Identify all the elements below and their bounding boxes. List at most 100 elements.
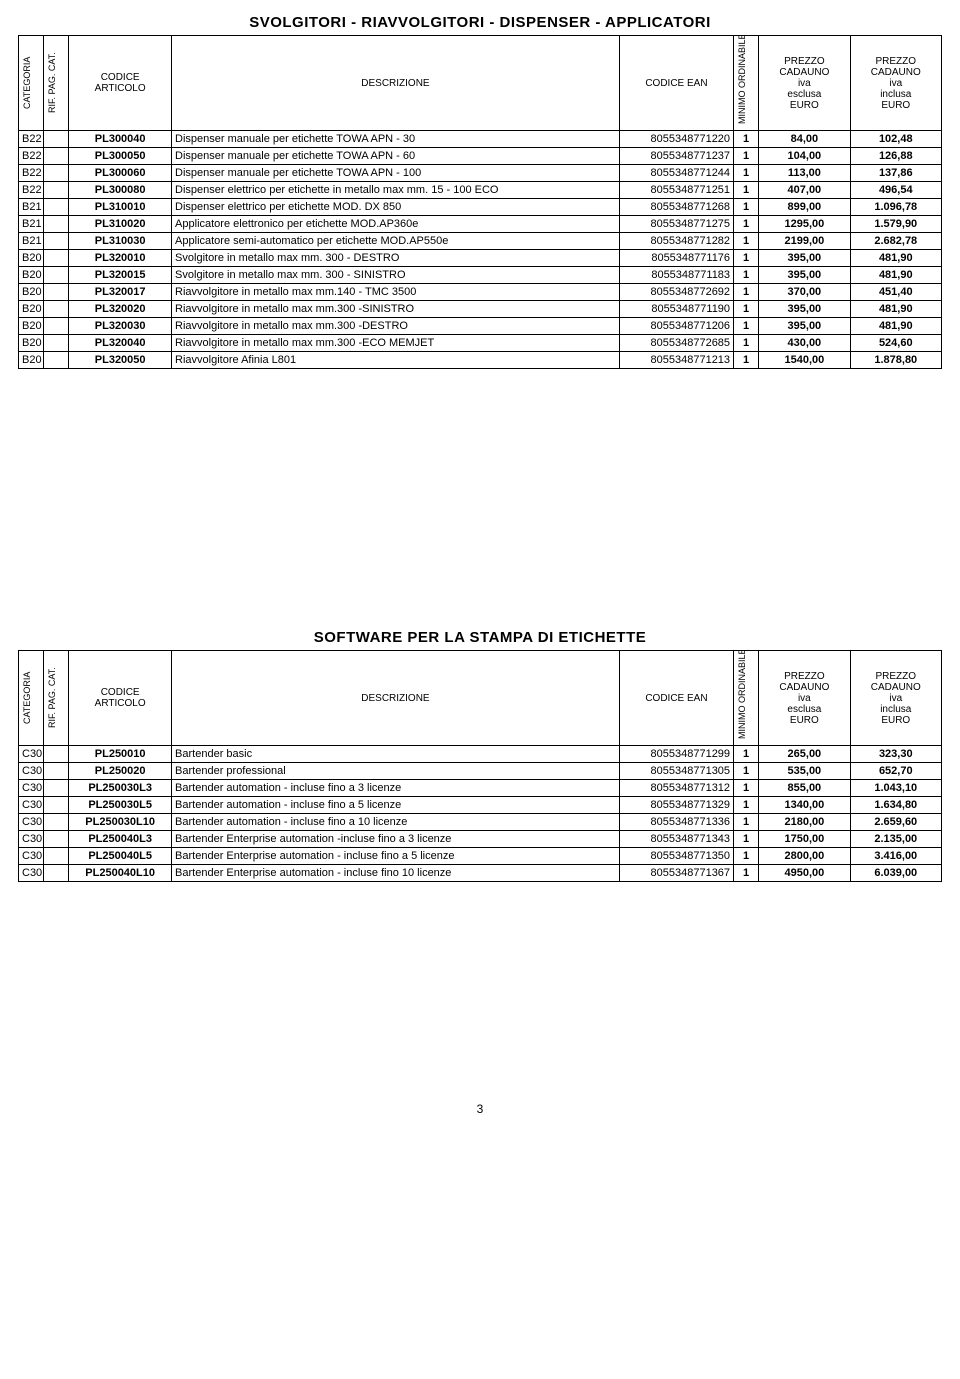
cell-prezzo-esclusa: 2800,00 [759,848,850,865]
cell-categoria: C30 [19,831,44,848]
cell-prezzo-esclusa: 84,00 [759,131,850,148]
table-row: B22PL300050Dispenser manuale per etichet… [19,148,942,165]
cell-categoria: B22 [19,182,44,199]
cell-categoria: C30 [19,865,44,882]
cell-prezzo-inclusa: 481,90 [850,318,941,335]
cell-codice-articolo: PL300060 [69,165,172,182]
cell-categoria: B21 [19,216,44,233]
cell-categoria: B22 [19,165,44,182]
cell-prezzo-inclusa: 2.659,60 [850,814,941,831]
cell-prezzo-inclusa: 524,60 [850,335,941,352]
cell-prezzo-esclusa: 265,00 [759,746,850,763]
table-row: C30PL250040L5Bartender Enterprise automa… [19,848,942,865]
cell-descrizione: Dispenser elettrico per etichette in met… [172,182,620,199]
cell-codice-ean: 8055348771367 [619,865,733,882]
cell-codice-ean: 8055348771213 [619,352,733,369]
cell-descrizione: Bartender automation - incluse fino a 3 … [172,780,620,797]
cell-descrizione: Dispenser manuale per etichette TOWA APN… [172,165,620,182]
cell-codice-articolo: PL320010 [69,250,172,267]
cell-prezzo-inclusa: 652,70 [850,763,941,780]
cell-codice-ean: 8055348771312 [619,780,733,797]
table-row: C30PL250030L10Bartender automation - inc… [19,814,942,831]
table-row: B20PL320020Riavvolgitore in metallo max … [19,301,942,318]
cell-rif [44,301,69,318]
cell-codice-articolo: PL320017 [69,284,172,301]
col-header-codice-articolo: CODICEARTICOLO [69,651,172,746]
cell-codice-articolo: PL250020 [69,763,172,780]
cell-prezzo-esclusa: 1540,00 [759,352,850,369]
cell-codice-articolo: PL250030L10 [69,814,172,831]
cell-rif [44,233,69,250]
cell-codice-articolo: PL250010 [69,746,172,763]
cell-rif [44,831,69,848]
cell-minimo: 1 [734,746,759,763]
cell-minimo: 1 [734,763,759,780]
cell-codice-articolo: PL300050 [69,148,172,165]
cell-prezzo-esclusa: 407,00 [759,182,850,199]
cell-minimo: 1 [734,216,759,233]
cell-prezzo-esclusa: 1750,00 [759,831,850,848]
cell-codice-ean: 8055348771206 [619,318,733,335]
col-header-codice-ean: CODICE EAN [619,651,733,746]
col-header-rif: RIF. PAG. CAT. [44,36,69,131]
cell-prezzo-esclusa: 899,00 [759,199,850,216]
table-row: B22 PL300080Dispenser elettrico per etich… [19,182,942,199]
price-table: CATEGORIARIF. PAG. CAT.CODICEARTICOLODES… [18,35,942,369]
cell-minimo: 1 [734,831,759,848]
cell-descrizione: Riavvolgitore in metallo max mm.300 -DES… [172,318,620,335]
cell-prezzo-inclusa: 496,54 [850,182,941,199]
cell-rif [44,267,69,284]
cell-minimo: 1 [734,318,759,335]
col-header-codice-articolo: CODICEARTICOLO [69,36,172,131]
cell-categoria: B21 [19,233,44,250]
cell-rif [44,131,69,148]
cell-descrizione: Riavvolgitore in metallo max mm.300 -ECO… [172,335,620,352]
cell-codice-ean: 8055348771329 [619,797,733,814]
cell-minimo: 1 [734,284,759,301]
page-number: 3 [18,1102,942,1116]
cell-rif [44,814,69,831]
col-header-rif: RIF. PAG. CAT. [44,651,69,746]
cell-descrizione: Bartender Enterprise automation - inclus… [172,848,620,865]
cell-prezzo-inclusa: 1.878,80 [850,352,941,369]
cell-descrizione: Bartender Enterprise automation -incluse… [172,831,620,848]
cell-categoria: B20 [19,284,44,301]
col-header-prezzo-esclusa: PREZZOCADAUNOivaesclusaEURO [759,651,850,746]
col-header-minimo: MINIMO ORDINABILE [734,651,759,746]
cell-prezzo-inclusa: 1.579,90 [850,216,941,233]
col-header-descrizione: DESCRIZIONE [172,36,620,131]
cell-codice-ean: 8055348772685 [619,335,733,352]
table-row: B20PL320050Riavvolgitore Afinia L8018055… [19,352,942,369]
price-table-section: SVOLGITORI - RIAVVOLGITORI - DISPENSER -… [18,14,942,369]
section-title: SOFTWARE PER LA STAMPA DI ETICHETTE [18,629,942,646]
cell-descrizione: Riavvolgitore in metallo max mm.300 -SIN… [172,301,620,318]
cell-codice-ean: 8055348771299 [619,746,733,763]
cell-rif [44,848,69,865]
col-header-codice-ean: CODICE EAN [619,36,733,131]
col-header-descrizione: DESCRIZIONE [172,651,620,746]
col-header-categoria: CATEGORIA [19,651,44,746]
cell-prezzo-inclusa: 1.096,78 [850,199,941,216]
cell-codice-articolo: PL310030 [69,233,172,250]
cell-prezzo-inclusa: 2.135,00 [850,831,941,848]
col-header-minimo: MINIMO ORDINABILE [734,36,759,131]
cell-codice-ean: 8055348771237 [619,148,733,165]
cell-rif [44,182,69,199]
cell-minimo: 1 [734,814,759,831]
table-row: C30PL250030L5Bartender automation - incl… [19,797,942,814]
cell-codice-articolo: PL320040 [69,335,172,352]
cell-minimo: 1 [734,233,759,250]
cell-prezzo-inclusa: 102,48 [850,131,941,148]
cell-prezzo-esclusa: 1295,00 [759,216,850,233]
cell-rif [44,318,69,335]
cell-prezzo-inclusa: 1.043,10 [850,780,941,797]
cell-prezzo-inclusa: 6.039,00 [850,865,941,882]
cell-prezzo-esclusa: 395,00 [759,318,850,335]
cell-prezzo-esclusa: 535,00 [759,763,850,780]
cell-descrizione: Bartender professional [172,763,620,780]
cell-categoria: C30 [19,763,44,780]
cell-codice-articolo: PL250030L3 [69,780,172,797]
cell-codice-articolo: PL300080 [69,182,172,199]
section-title: SVOLGITORI - RIAVVOLGITORI - DISPENSER -… [18,14,942,31]
cell-prezzo-esclusa: 113,00 [759,165,850,182]
